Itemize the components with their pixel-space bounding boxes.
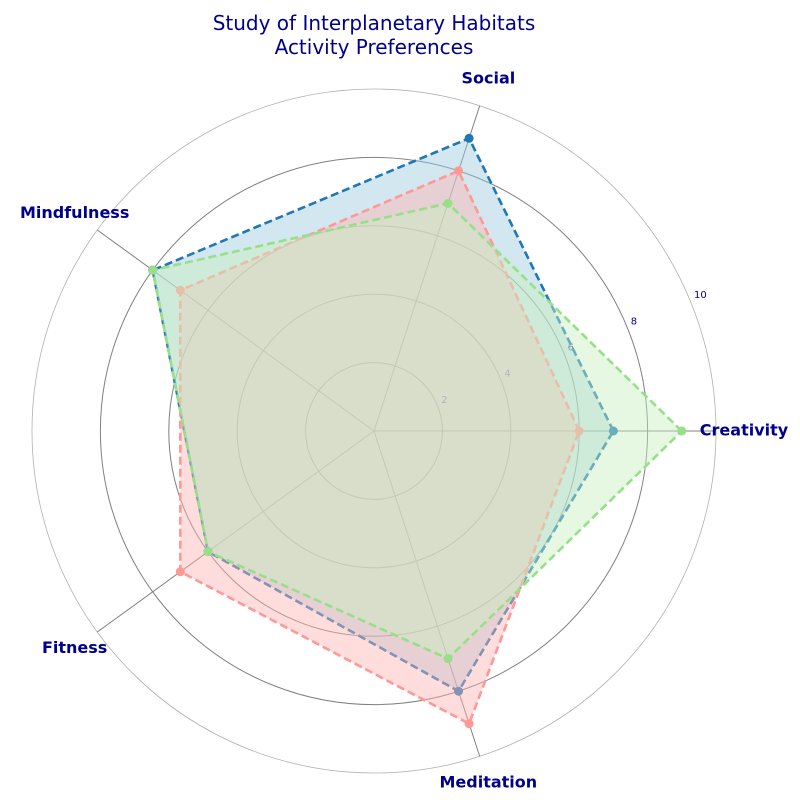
series-2-point-meditation xyxy=(465,719,474,728)
series-3-point-social xyxy=(443,199,452,208)
axis-label-mindfulness: Mindfulness xyxy=(20,203,129,222)
axis-label-social: Social xyxy=(461,69,515,88)
radial-tick-label-8: 8 xyxy=(631,316,637,327)
series-1-point-social xyxy=(465,134,474,143)
series-3-point-mindfulness xyxy=(148,266,157,275)
series-2-point-fitness xyxy=(176,567,185,576)
radial-tick-label-10: 10 xyxy=(694,290,707,301)
series-layer xyxy=(148,134,686,728)
series-3-point-creativity xyxy=(677,427,686,436)
axis-label-fitness: Fitness xyxy=(42,638,107,657)
series-3-point-meditation xyxy=(443,654,452,663)
axis-label-creativity: Creativity xyxy=(700,421,789,440)
axis-label-meditation: Meditation xyxy=(440,772,538,791)
series-2-point-social xyxy=(454,166,463,175)
series-3-point-fitness xyxy=(203,547,212,556)
